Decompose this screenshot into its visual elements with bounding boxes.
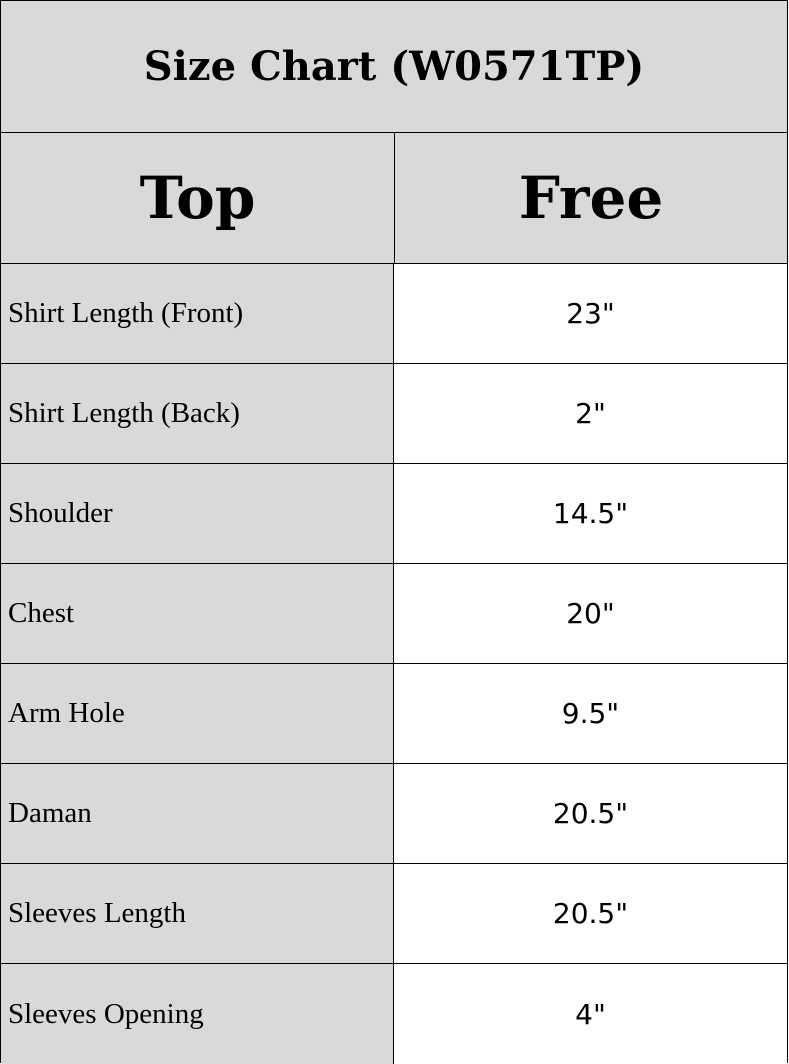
table-row: Shirt Length (Back) 2" [1,364,787,464]
measurement-label: Chest [1,564,394,663]
measurement-value: 23" [394,264,787,363]
table-row: Arm Hole 9.5" [1,664,787,764]
measurement-value: 20.5" [394,864,787,963]
table-row: Daman 20.5" [1,764,787,864]
measurement-value: 2" [394,364,787,463]
table-row: Shirt Length (Front) 23" [1,264,787,364]
measurement-label: Daman [1,764,394,863]
measurement-value: 4" [394,964,787,1064]
measurement-label: Sleeves Opening [1,964,394,1064]
table-row: Shoulder 14.5" [1,464,787,564]
header-row: Top Free [1,133,787,264]
header-top: Top [1,133,395,263]
table-row: Sleeves Length 20.5" [1,864,787,964]
table-title: Size Chart (W0571TP) [1,1,787,133]
table-row: Sleeves Opening 4" [1,964,787,1064]
measurement-value: 14.5" [394,464,787,563]
measurement-value: 20.5" [394,764,787,863]
measurement-label: Arm Hole [1,664,394,763]
measurement-value: 20" [394,564,787,663]
header-free: Free [395,133,787,263]
table-row: Chest 20" [1,564,787,664]
measurement-label: Shoulder [1,464,394,563]
measurement-label: Shirt Length (Front) [1,264,394,363]
measurement-value: 9.5" [394,664,787,763]
measurement-label: Sleeves Length [1,864,394,963]
measurement-label: Shirt Length (Back) [1,364,394,463]
